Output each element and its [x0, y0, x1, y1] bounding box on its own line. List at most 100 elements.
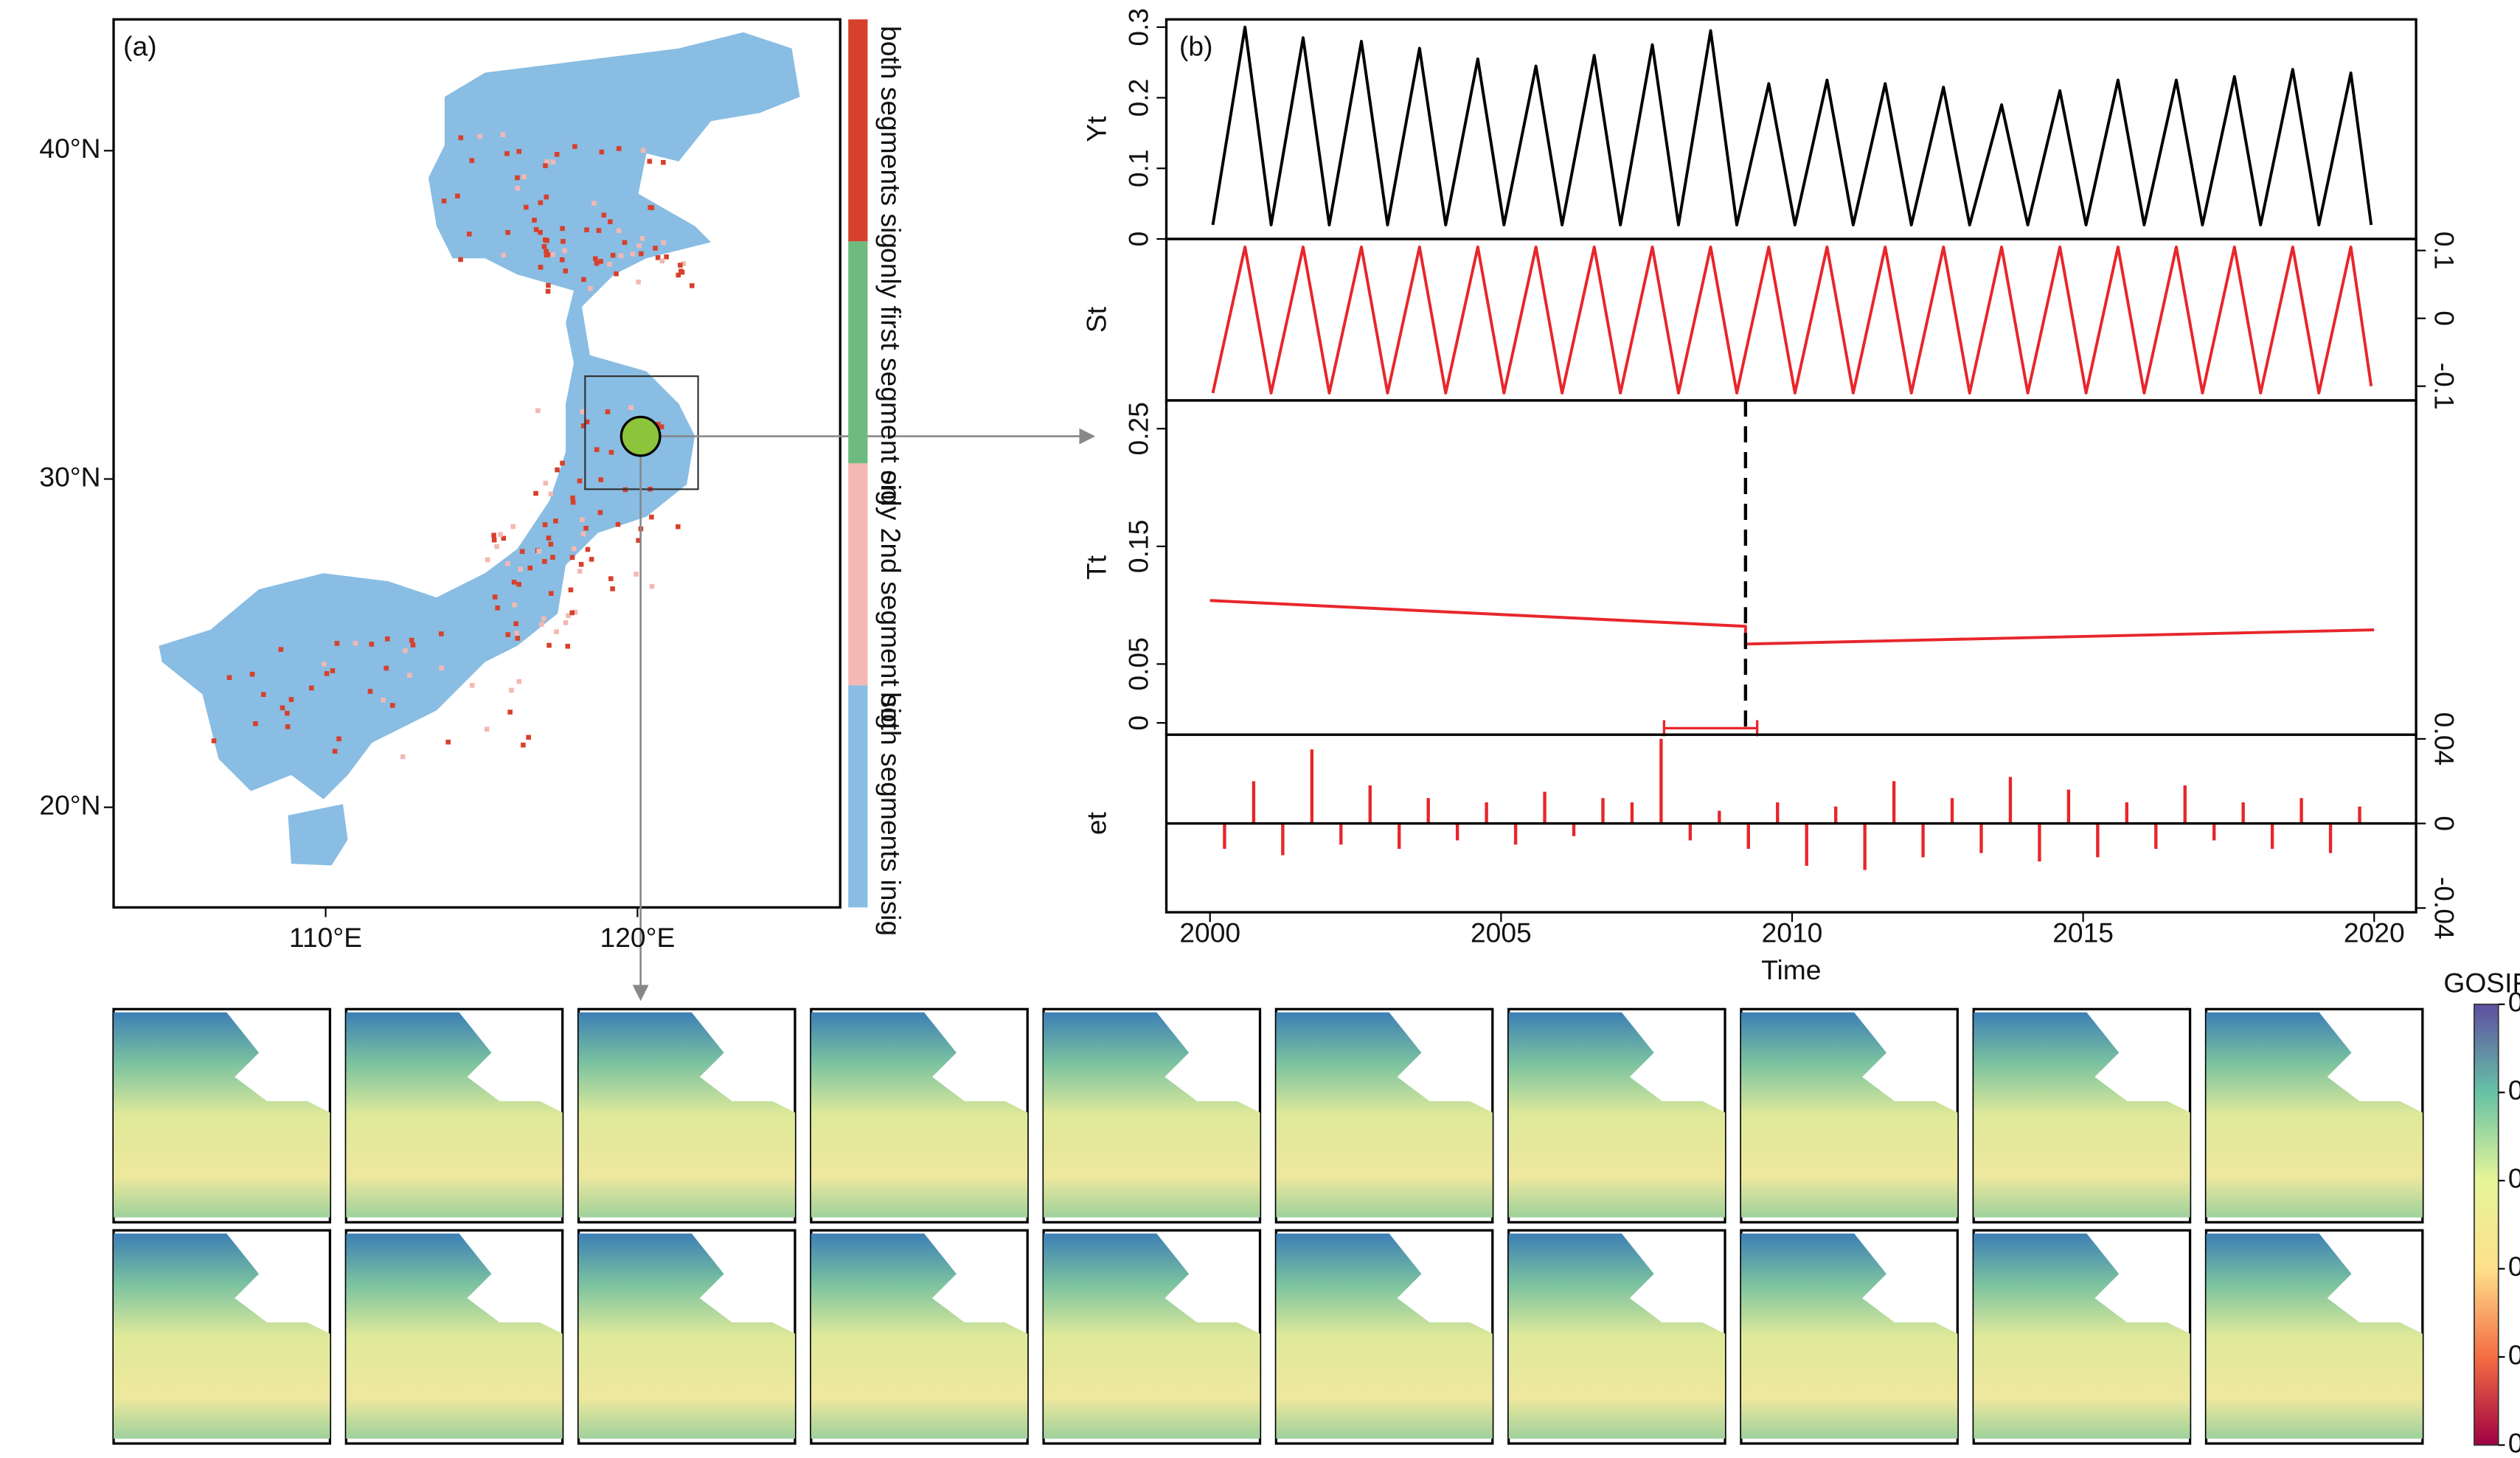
panel-label: (b)	[1179, 31, 1212, 62]
bar	[2038, 823, 2041, 862]
x-tick-label: 2010	[1762, 917, 1823, 948]
inset-box	[584, 375, 699, 490]
y-tick-label: -0.1	[2429, 363, 2460, 410]
speckle	[554, 629, 559, 634]
series-line	[1211, 25, 2373, 226]
speckle	[511, 580, 517, 585]
panel-frame	[1164, 399, 2417, 736]
legend-label: only first segment sig	[875, 248, 906, 505]
speckle	[599, 149, 605, 155]
speckle	[580, 423, 586, 428]
y-tick-label: 0.05	[1122, 637, 1153, 690]
speckle	[544, 194, 549, 200]
speckle	[336, 736, 341, 742]
mini-map	[1044, 1012, 1260, 1218]
island	[288, 804, 348, 866]
bar	[2066, 789, 2071, 824]
speckle	[491, 537, 497, 543]
speckle	[594, 447, 600, 452]
speckle	[549, 591, 554, 596]
speckle	[439, 665, 444, 670]
speckle	[649, 514, 654, 520]
speckle	[507, 709, 513, 715]
speckle	[585, 546, 591, 552]
bar	[1455, 823, 1459, 841]
speckle	[550, 251, 555, 257]
colorbar-tick-label: 0	[2508, 1427, 2520, 1458]
speckle	[367, 689, 373, 694]
speckle	[285, 710, 290, 716]
speckle	[514, 631, 520, 636]
speckle	[563, 620, 569, 625]
speckle	[509, 687, 514, 693]
speckle	[572, 609, 578, 615]
speckle	[260, 692, 266, 697]
bar	[2328, 823, 2333, 853]
speckle	[546, 535, 552, 541]
colorbar-label: GOSIF	[2443, 967, 2520, 998]
speckle	[515, 636, 521, 641]
speckle	[494, 544, 499, 549]
speckle	[548, 491, 554, 497]
bar	[1950, 798, 1954, 824]
speckle	[571, 546, 577, 552]
y-tick-label: 40°N	[39, 133, 100, 164]
speckle	[690, 283, 695, 288]
y-tick-label: 20°N	[39, 789, 100, 820]
speckle	[554, 152, 560, 157]
bar	[1485, 802, 1488, 824]
colorbar-tick-label: 0.3	[2508, 1163, 2520, 1194]
legend-swatch	[848, 463, 868, 686]
legend-label: only 2nd segment sig	[875, 470, 906, 729]
y-tick-label: 0.2	[1122, 79, 1153, 117]
speckle	[505, 561, 510, 566]
y-axis-label: Tt	[1080, 555, 1111, 580]
bar	[1833, 806, 1838, 824]
speckle	[647, 159, 653, 164]
speckle	[288, 697, 294, 702]
y-tick-label: 0.1	[2429, 232, 2460, 270]
y-tick-label: 0	[1122, 715, 1153, 731]
speckle	[653, 246, 658, 251]
colorbar-tick-label: 0.4	[2508, 1075, 2520, 1105]
speckle	[659, 424, 664, 430]
speckle	[634, 572, 639, 577]
bar	[2096, 823, 2100, 858]
speckle	[513, 621, 518, 627]
speckle	[655, 255, 661, 260]
speckle	[516, 149, 521, 154]
speckle	[577, 478, 583, 484]
speckle	[544, 159, 549, 164]
speckle	[605, 409, 611, 414]
bar	[1398, 823, 1401, 849]
speckle	[578, 561, 584, 567]
speckle	[572, 144, 577, 149]
speckle	[553, 518, 558, 524]
mini-map	[811, 1233, 1028, 1439]
speckle	[616, 228, 622, 234]
speckle	[547, 251, 552, 257]
speckle	[390, 703, 395, 708]
speckle	[664, 254, 669, 260]
y-tick-label: 0.3	[1122, 8, 1153, 46]
speckle	[597, 510, 603, 515]
legend-label: both segments sig	[875, 26, 906, 249]
speckle	[559, 257, 565, 263]
speckle	[636, 538, 641, 544]
bar	[1572, 823, 1576, 836]
bar	[2299, 798, 2303, 824]
speckle	[505, 632, 511, 637]
speckle	[249, 671, 255, 677]
x-tick-label: 2015	[2052, 917, 2114, 948]
speckle	[648, 205, 653, 210]
speckle	[566, 613, 571, 619]
mini-map	[114, 1233, 330, 1439]
speckle	[584, 227, 589, 232]
speckle	[441, 198, 447, 204]
speckle	[607, 261, 612, 267]
colorbar-tick-label: 0.2	[2508, 1251, 2520, 1282]
speckle	[562, 248, 567, 254]
speckle	[560, 226, 565, 232]
speckle	[630, 251, 636, 257]
speckle	[533, 227, 539, 232]
